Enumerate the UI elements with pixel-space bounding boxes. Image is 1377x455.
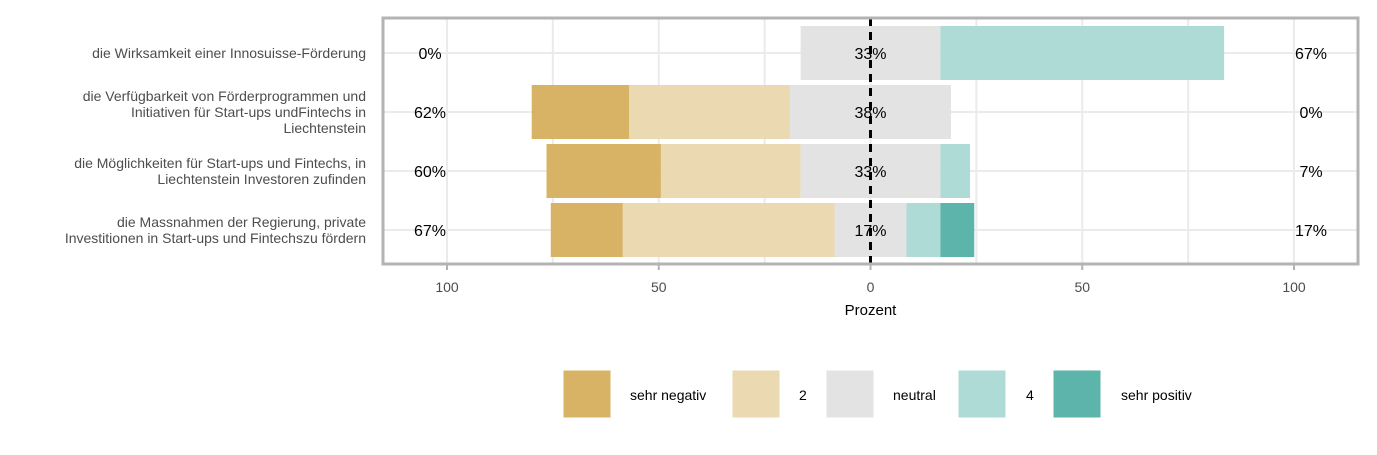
positive-percent-label: 67% (1295, 46, 1327, 63)
bar-segment-4 (940, 144, 971, 198)
bar-segment-sehr-positiv (940, 203, 975, 257)
category-label: die Möglichkeiten für Start-ups und Fint… (74, 155, 366, 187)
legend-item: sehr positiv (1052, 369, 1192, 419)
positive-percent-label: 0% (1299, 105, 1322, 122)
category-label: die Verfügbarkeit von Förderprogrammen u… (83, 88, 366, 136)
x-tick-label: 0 (867, 279, 875, 295)
negative-percent-label: 60% (414, 164, 446, 181)
legend-swatch (825, 369, 875, 419)
legend-item: 4 (957, 369, 1034, 419)
bar-segment-2 (629, 85, 791, 139)
category-label-line: die Möglichkeiten für Start-ups und Fint… (74, 155, 366, 171)
negative-percent-label: 62% (414, 105, 446, 122)
bars (531, 26, 1225, 257)
legend-item: 2 (731, 369, 807, 419)
category-label-line: die Wirksamkeit einer Innosuisse-Förderu… (92, 45, 366, 61)
positive-percent-label: 17% (1295, 223, 1327, 240)
negative-percent-label: 0% (418, 46, 441, 63)
bar-segment-sehr-negativ (550, 203, 623, 257)
bar-segment-sehr-negativ (546, 144, 661, 198)
negative-percent-label: 67% (414, 223, 446, 240)
legend-label: 4 (1026, 387, 1034, 403)
category-label: die Massnahmen der Regierung, private Inv… (65, 214, 366, 246)
neutral-percent-label: 17% (854, 223, 886, 240)
legend: sehr negativ 2 neutral 4 sehr positiv (562, 369, 1192, 419)
x-axis-ticks: 100 50 0 50 100 (435, 264, 1306, 295)
value-labels: 0% 33% 67% 62% 38% 0% 60% 33% 7% 67% 17% 17% (414, 46, 1327, 240)
legend-label: neutral (893, 387, 936, 403)
legend-label: 2 (799, 387, 807, 403)
category-label-line: Liechtenstein (283, 120, 366, 136)
legend-item: sehr negativ (562, 369, 706, 419)
x-tick-label: 100 (435, 279, 459, 295)
category-labels: die Wirksamkeit einer Innosuisse-Förderu… (65, 45, 366, 246)
positive-percent-label: 7% (1299, 164, 1322, 181)
category-label-line: Liechtenstein Investoren zufinden (157, 171, 366, 187)
bar-segment-2 (622, 203, 835, 257)
category-label-line: die Massnahmen der Regierung, private (117, 214, 366, 230)
neutral-percent-label: 33% (854, 164, 886, 181)
legend-swatch (731, 369, 781, 419)
neutral-percent-label: 33% (854, 46, 886, 63)
legend-swatch (1052, 369, 1102, 419)
category-label-line: die Verfügbarkeit von Förderprogrammen u… (83, 88, 366, 104)
category-label-line: Initiativen für Start-ups undFintechs in (131, 104, 366, 120)
legend-item: neutral (825, 369, 936, 419)
bar-segment-4 (906, 203, 941, 257)
x-tick-label: 50 (651, 279, 667, 295)
legend-swatch (562, 369, 612, 419)
legend-label: sehr negativ (630, 387, 706, 403)
bar-segment-2 (660, 144, 801, 198)
bar-segment-sehr-negativ (531, 85, 630, 139)
neutral-percent-label: 38% (854, 105, 886, 122)
category-label-line: Investitionen in Start-ups und Fintechsz… (65, 230, 366, 246)
bar-segment-4 (940, 26, 1225, 80)
x-tick-label: 100 (1282, 279, 1306, 295)
category-label: die Wirksamkeit einer Innosuisse-Förderu… (92, 45, 366, 61)
legend-swatch (957, 369, 1007, 419)
legend-label: sehr positiv (1121, 387, 1192, 403)
x-tick-label: 50 (1074, 279, 1090, 295)
x-axis-title: Prozent (845, 302, 898, 319)
